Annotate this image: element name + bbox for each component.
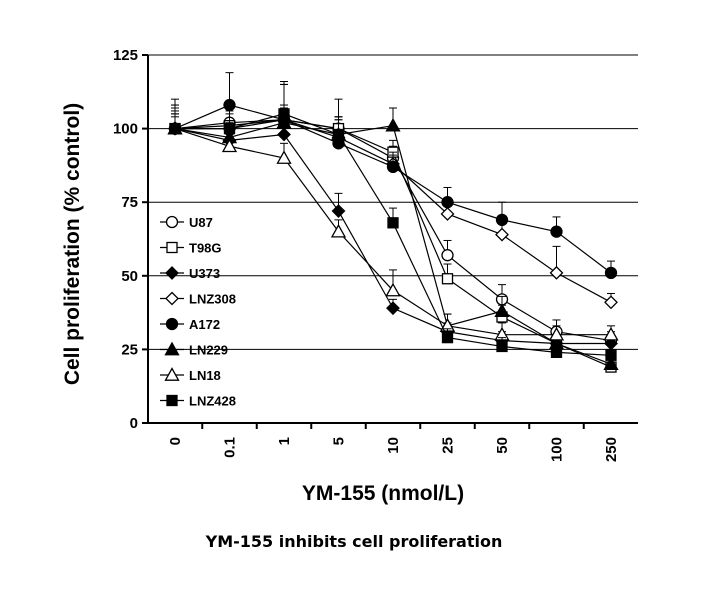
data-point-ln18-1 bbox=[221, 138, 238, 153]
data-point-lnz428-5 bbox=[441, 331, 454, 344]
legend-label-ln18: LN18 bbox=[189, 368, 221, 383]
y-tick-label-125: 125 bbox=[113, 47, 138, 64]
data-point-lnz308-7 bbox=[549, 265, 564, 280]
series-layer bbox=[167, 72, 619, 373]
legend-marker-a172 bbox=[165, 317, 179, 331]
legend-marker-u87 bbox=[165, 215, 179, 229]
data-point-lnz428-6 bbox=[496, 340, 508, 353]
data-point-u373-3 bbox=[331, 204, 346, 218]
data-point-ln229-2 bbox=[276, 114, 292, 129]
data-point-lnz428-4 bbox=[387, 217, 399, 229]
legend-label-ln229: LN229 bbox=[189, 343, 228, 358]
legend-item-ln229: LN229 bbox=[160, 341, 228, 358]
x-tick-label-250: 250 bbox=[603, 437, 620, 462]
legend-marker-u373 bbox=[165, 266, 179, 280]
data-point-lnz308-5 bbox=[440, 207, 455, 221]
legend-item-ln18: LN18 bbox=[160, 367, 221, 383]
y-tick-label-50: 50 bbox=[121, 268, 138, 285]
legend-marker-lnz308 bbox=[165, 291, 179, 306]
data-point-ln18-2 bbox=[276, 150, 292, 164]
x-tick-label-0.1: 0.1 bbox=[222, 437, 239, 458]
legend-marker-ln18 bbox=[164, 367, 180, 381]
legend-label-u373: U373 bbox=[189, 266, 220, 281]
y-tick-label-25: 25 bbox=[121, 341, 138, 358]
data-point-a172-7 bbox=[550, 225, 563, 238]
legend-label-t98g: T98G bbox=[189, 241, 222, 256]
legend: U87 T98G U373 LNZ308 A172 LN229 LN18 LNZ428 bbox=[160, 215, 236, 409]
legend-item-u373: U373 bbox=[160, 266, 220, 281]
legend-item-a172: A172 bbox=[160, 317, 220, 332]
data-point-lnz428-1 bbox=[223, 122, 236, 135]
data-point-u373-2 bbox=[277, 127, 291, 142]
data-point-lnz428-7 bbox=[550, 346, 563, 358]
data-point-a172-1 bbox=[223, 98, 236, 112]
x-tick-label-50: 50 bbox=[494, 437, 511, 454]
data-point-ln229-8 bbox=[603, 356, 619, 370]
series-a172 bbox=[168, 72, 618, 280]
legend-label-a172: A172 bbox=[189, 317, 220, 332]
data-point-ln18-4 bbox=[385, 282, 401, 297]
x-tick-label-5: 5 bbox=[331, 437, 348, 445]
data-point-a172-6 bbox=[495, 213, 509, 227]
legend-label-u87: U87 bbox=[189, 215, 213, 230]
data-point-lnz428-8 bbox=[605, 349, 617, 361]
data-point-a172-5 bbox=[441, 196, 454, 209]
x-tick-label-10: 10 bbox=[385, 437, 402, 454]
legend-item-lnz308: LNZ308 bbox=[160, 292, 236, 307]
data-point-lnz308-8 bbox=[604, 295, 618, 310]
axes bbox=[142, 54, 638, 429]
data-point-ln229-6 bbox=[494, 303, 510, 317]
data-point-ln18-8 bbox=[603, 326, 619, 341]
data-point-ln18-7 bbox=[548, 326, 565, 341]
legend-label-lnz308: LNZ308 bbox=[189, 292, 236, 307]
x-tick-label-100: 100 bbox=[549, 437, 566, 462]
data-point-lnz308-6 bbox=[495, 227, 509, 242]
legend-item-t98g: T98G bbox=[160, 241, 222, 256]
data-point-u87-5 bbox=[441, 249, 454, 262]
series-lnz428 bbox=[169, 83, 617, 361]
legend-marker-ln229 bbox=[164, 341, 180, 356]
data-point-t98g-5 bbox=[441, 273, 454, 285]
data-point-u373-4 bbox=[386, 301, 400, 316]
y-tick-label-75: 75 bbox=[121, 194, 138, 211]
legend-item-lnz428: LNZ428 bbox=[160, 394, 236, 409]
x-tick-label-25: 25 bbox=[440, 437, 457, 454]
x-axis-title: YM-155 (nmol/L) bbox=[302, 482, 464, 505]
data-point-a172-8 bbox=[604, 266, 618, 280]
legend-item-u87: U87 bbox=[160, 215, 213, 230]
legend-marker-lnz428 bbox=[166, 394, 178, 407]
data-point-lnz428-3 bbox=[332, 128, 345, 141]
series-t98g bbox=[169, 104, 617, 373]
y-axis-title: Cell proliferation (% control) bbox=[61, 103, 84, 385]
x-tick-label-1: 1 bbox=[276, 437, 293, 445]
data-point-ln229-4 bbox=[385, 117, 401, 132]
data-point-lnz428-0 bbox=[169, 122, 181, 135]
legend-label-lnz428: LNZ428 bbox=[189, 394, 236, 409]
x-tick-label-0: 0 bbox=[167, 437, 184, 445]
figure-caption: YM-155 inhibits cell proliferation bbox=[205, 532, 503, 551]
data-point-lnz428-2 bbox=[278, 108, 290, 120]
data-point-ln18-3 bbox=[330, 223, 347, 238]
data-point-a172-4 bbox=[386, 160, 400, 174]
y-tick-label-100: 100 bbox=[113, 121, 138, 138]
tick-labels: 0 25 50 75 100 125 0 0.1 1 5 10 25 50 100 250 bbox=[113, 47, 620, 462]
legend-marker-t98g bbox=[166, 241, 178, 254]
y-tick-label-0: 0 bbox=[130, 415, 138, 432]
